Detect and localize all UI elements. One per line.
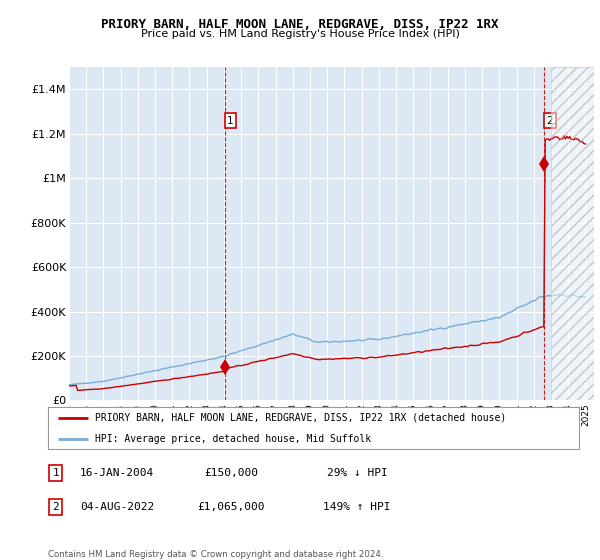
Text: £1,065,000: £1,065,000: [197, 502, 265, 512]
Text: 149% ↑ HPI: 149% ↑ HPI: [323, 502, 391, 512]
Text: Price paid vs. HM Land Registry's House Price Index (HPI): Price paid vs. HM Land Registry's House …: [140, 29, 460, 39]
Text: 04-AUG-2022: 04-AUG-2022: [80, 502, 154, 512]
Text: 1: 1: [227, 115, 234, 125]
Text: £150,000: £150,000: [204, 468, 258, 478]
Text: 2: 2: [547, 115, 553, 125]
Bar: [551, 67, 594, 400]
Text: PRIORY BARN, HALF MOON LANE, REDGRAVE, DISS, IP22 1RX: PRIORY BARN, HALF MOON LANE, REDGRAVE, D…: [101, 18, 499, 31]
Text: 16-JAN-2004: 16-JAN-2004: [80, 468, 154, 478]
Text: PRIORY BARN, HALF MOON LANE, REDGRAVE, DISS, IP22 1RX (detached house): PRIORY BARN, HALF MOON LANE, REDGRAVE, D…: [95, 413, 506, 423]
Text: Contains HM Land Registry data © Crown copyright and database right 2024.
This d: Contains HM Land Registry data © Crown c…: [48, 550, 383, 560]
Bar: [551, 67, 594, 400]
Text: 1: 1: [52, 468, 59, 478]
Text: HPI: Average price, detached house, Mid Suffolk: HPI: Average price, detached house, Mid …: [95, 433, 371, 444]
Bar: [551, 67, 594, 400]
Text: 2: 2: [52, 502, 59, 512]
Text: 29% ↓ HPI: 29% ↓ HPI: [326, 468, 388, 478]
